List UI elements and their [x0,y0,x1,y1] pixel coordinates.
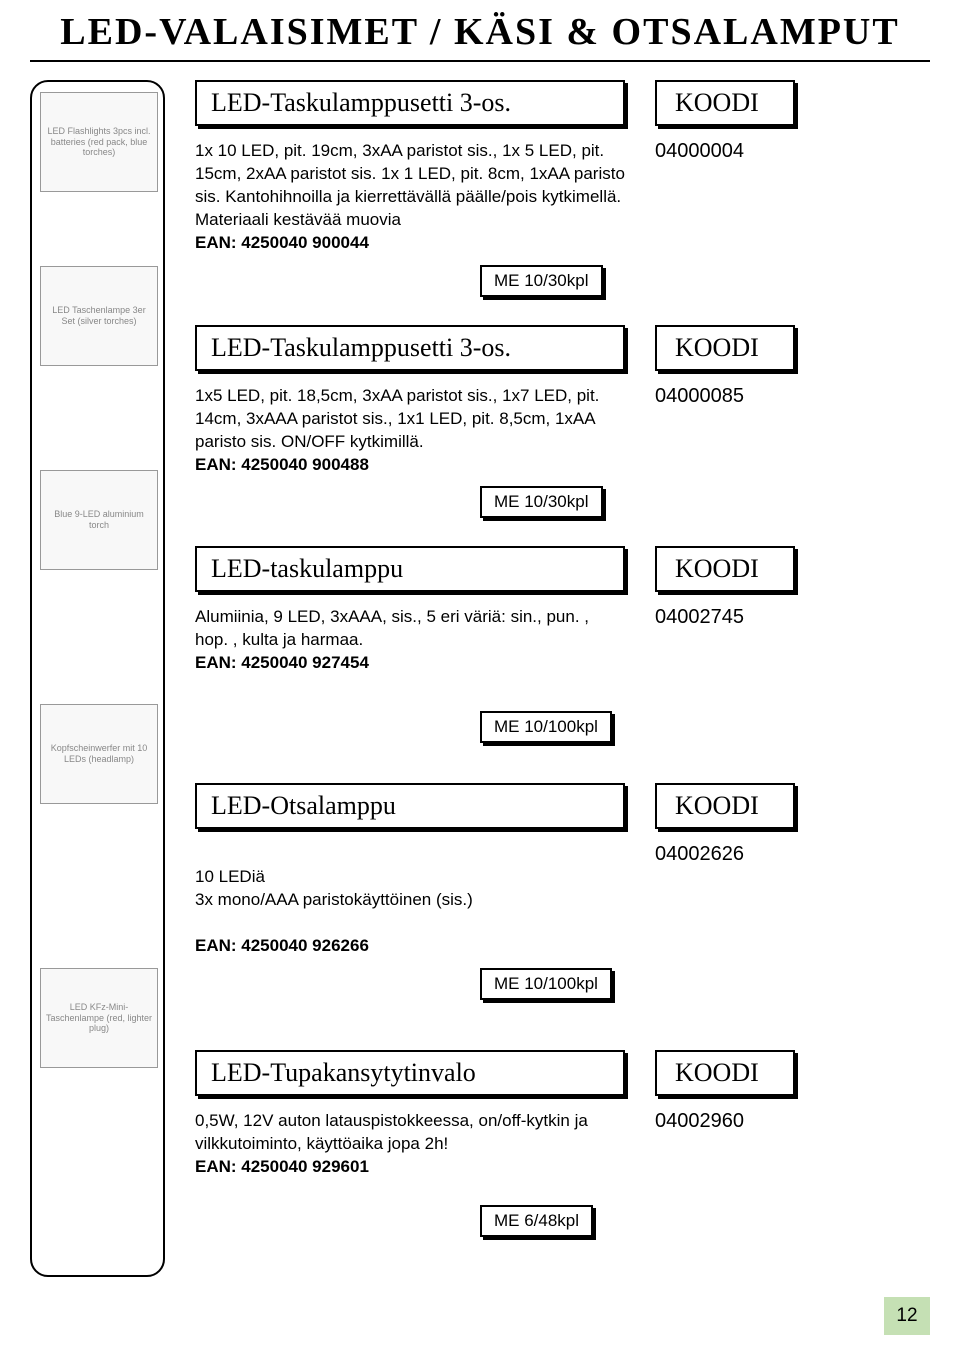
product-thumbnail: LED Taschenlampe 3er Set (silver torches… [40,266,158,366]
product-thumbnail: Kopfscheinwerfer mit 10 LEDs (headlamp) [40,704,158,804]
koodi-label: KOODI [655,783,795,829]
product-name: LED-Tupakansytytinvalo [195,1050,625,1096]
product-name: LED-Taskulamppusetti 3-os. [195,80,625,126]
product-thumbnail: LED KFz-Mini-Taschenlampe (red, lighter … [40,968,158,1068]
product-code: 04000004 [655,140,795,255]
product-code: 04002745 [655,606,795,675]
koodi-label: KOODI [655,325,795,371]
product-code: 04002960 [655,1110,795,1179]
product-column: LED-Taskulamppusetti 3-os. KOODI 1x 10 L… [195,80,930,1277]
product-me: ME 6/48kpl [480,1205,593,1237]
product-description: Alumiinia, 9 LED, 3xAAA, sis., 5 eri vär… [195,606,625,675]
product-description: 1x 10 LED, pit. 19cm, 3xAA paristot sis.… [195,140,625,255]
product-ean: EAN: 4250040 900488 [195,455,369,474]
product-desc-text: 1x 10 LED, pit. 19cm, 3xAA paristot sis.… [195,141,625,229]
product-ean: EAN: 4250040 927454 [195,653,369,672]
product-code: 04000085 [655,385,795,477]
product-block: LED-Taskulamppusetti 3-os. KOODI 1x5 LED… [195,325,930,529]
product-description: 0,5W, 12V auton latauspistokkeessa, on/o… [195,1110,625,1179]
product-desc-text: 0,5W, 12V auton latauspistokkeessa, on/o… [195,1111,588,1153]
product-desc-text: Alumiinia, 9 LED, 3xAAA, sis., 5 eri vär… [195,607,589,649]
content-wrapper: LED Flashlights 3pcs incl. batteries (re… [30,80,930,1277]
product-block: LED-Otsalamppu KOODI 10 LEDiä 3x mono/AA… [195,783,930,1010]
image-rail: LED Flashlights 3pcs incl. batteries (re… [30,80,165,1277]
product-description: 10 LEDiä 3x mono/AAA paristokäyttöinen (… [195,843,625,958]
product-ean: EAN: 4250040 900044 [195,233,369,252]
product-code: 04002626 [655,843,795,958]
koodi-label: KOODI [655,80,795,126]
product-name: LED-Otsalamppu [195,783,625,829]
product-ean: EAN: 4250040 929601 [195,1157,369,1176]
title-divider [30,60,930,62]
page-title: LED-VALAISIMET / KÄSI & OTSALAMPUT [30,10,930,54]
page-number: 12 [884,1297,930,1335]
product-block: LED-Taskulamppusetti 3-os. KOODI 1x 10 L… [195,80,930,307]
product-block: LED-Tupakansytytinvalo KOODI 0,5W, 12V a… [195,1050,930,1267]
product-thumbnail: LED Flashlights 3pcs incl. batteries (re… [40,92,158,192]
koodi-label: KOODI [655,1050,795,1096]
product-description: 1x5 LED, pit. 18,5cm, 3xAA paristot sis.… [195,385,625,477]
product-block: LED-taskulamppu KOODI Alumiinia, 9 LED, … [195,546,930,773]
product-name: LED-Taskulamppusetti 3-os. [195,325,625,371]
product-name: LED-taskulamppu [195,546,625,592]
product-me: ME 10/30kpl [480,486,603,518]
product-me: ME 10/100kpl [480,968,612,1000]
product-me: ME 10/100kpl [480,711,612,743]
page-footer: 12 [30,1297,930,1335]
product-me: ME 10/30kpl [480,265,603,297]
product-desc-text: 10 LEDiä 3x mono/AAA paristokäyttöinen (… [195,867,473,909]
product-desc-text: 1x5 LED, pit. 18,5cm, 3xAA paristot sis.… [195,386,599,451]
product-ean: EAN: 4250040 926266 [195,936,369,955]
product-thumbnail: Blue 9-LED aluminium torch [40,470,158,570]
koodi-label: KOODI [655,546,795,592]
